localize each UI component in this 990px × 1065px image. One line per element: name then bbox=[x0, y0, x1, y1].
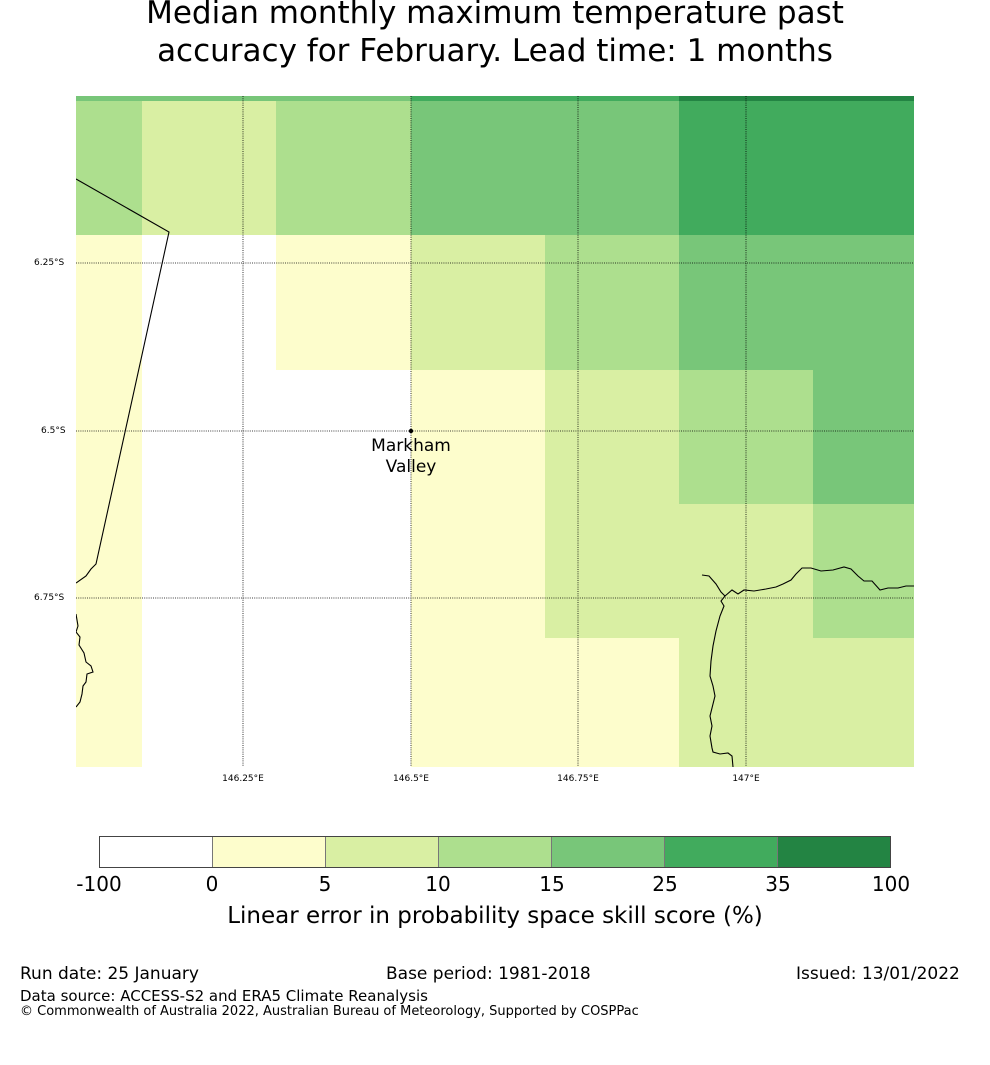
provincial-border-line bbox=[76, 178, 170, 584]
colorbar-bin-25-35 bbox=[665, 837, 778, 867]
copyright: © Commonwealth of Australia 2022, Austra… bbox=[20, 1004, 639, 1019]
north-coastline bbox=[724, 566, 914, 597]
base-period: Base period: 1981-2018 bbox=[386, 964, 591, 984]
location-marker bbox=[408, 428, 414, 434]
data-source: Data source: ACCESS-S2 and ERA5 Climate … bbox=[20, 987, 428, 1005]
colorbar-bin-15-25 bbox=[552, 837, 665, 867]
colorbar-bin-neg100-0 bbox=[100, 837, 213, 867]
colorbar-bin-0-5 bbox=[213, 837, 326, 867]
colorbar-tick: 25 bbox=[652, 872, 678, 896]
colorbar bbox=[99, 836, 891, 868]
skill-score-map bbox=[76, 96, 914, 767]
colorbar-bin-5-10 bbox=[326, 837, 439, 867]
eastern-coastline bbox=[701, 574, 734, 767]
colorbar-bin-10-15 bbox=[439, 837, 552, 867]
colorbar-tick: 15 bbox=[539, 872, 565, 896]
map-title: Median monthly maximum temperature past … bbox=[0, 0, 990, 70]
colorbar-tick: 100 bbox=[871, 872, 911, 896]
map-canvas bbox=[76, 96, 914, 767]
colorbar-label: Linear error in probability space skill … bbox=[227, 903, 763, 929]
colorbar-tick: 35 bbox=[765, 872, 791, 896]
place-name-line-1: Markham bbox=[371, 436, 451, 456]
place-label-markham-valley: Markham Valley bbox=[351, 436, 471, 478]
colorbar-tick: -100 bbox=[76, 872, 122, 896]
lat-label-6-5s: 6.5°S bbox=[41, 426, 66, 436]
gridlines bbox=[76, 96, 914, 767]
title-line-2: accuracy for February. Lead time: 1 mont… bbox=[157, 33, 833, 69]
colorbar-bin-35-100 bbox=[778, 837, 890, 867]
lat-label-6-25s: 6.25°S bbox=[34, 258, 65, 268]
coastlines bbox=[76, 178, 914, 767]
grid-cells bbox=[76, 96, 914, 767]
western-coastline bbox=[76, 613, 94, 708]
lon-label-146-75e: 146.75°E bbox=[557, 774, 599, 784]
lon-label-147e: 147°E bbox=[732, 774, 760, 784]
lon-label-146-5e: 146.5°E bbox=[393, 774, 429, 784]
colorbar-tick: 0 bbox=[205, 872, 219, 896]
colorbar-tick: 5 bbox=[318, 872, 332, 896]
colorbar-tick: 10 bbox=[425, 872, 451, 896]
run-date: Run date: 25 January bbox=[20, 964, 199, 984]
title-line-1: Median monthly maximum temperature past bbox=[146, 0, 844, 31]
place-name-line-2: Valley bbox=[385, 457, 437, 477]
lon-label-146-25e: 146.25°E bbox=[222, 774, 264, 784]
issued-date: Issued: 13/01/2022 bbox=[796, 964, 960, 984]
lat-label-6-75s: 6.75°S bbox=[34, 593, 65, 603]
